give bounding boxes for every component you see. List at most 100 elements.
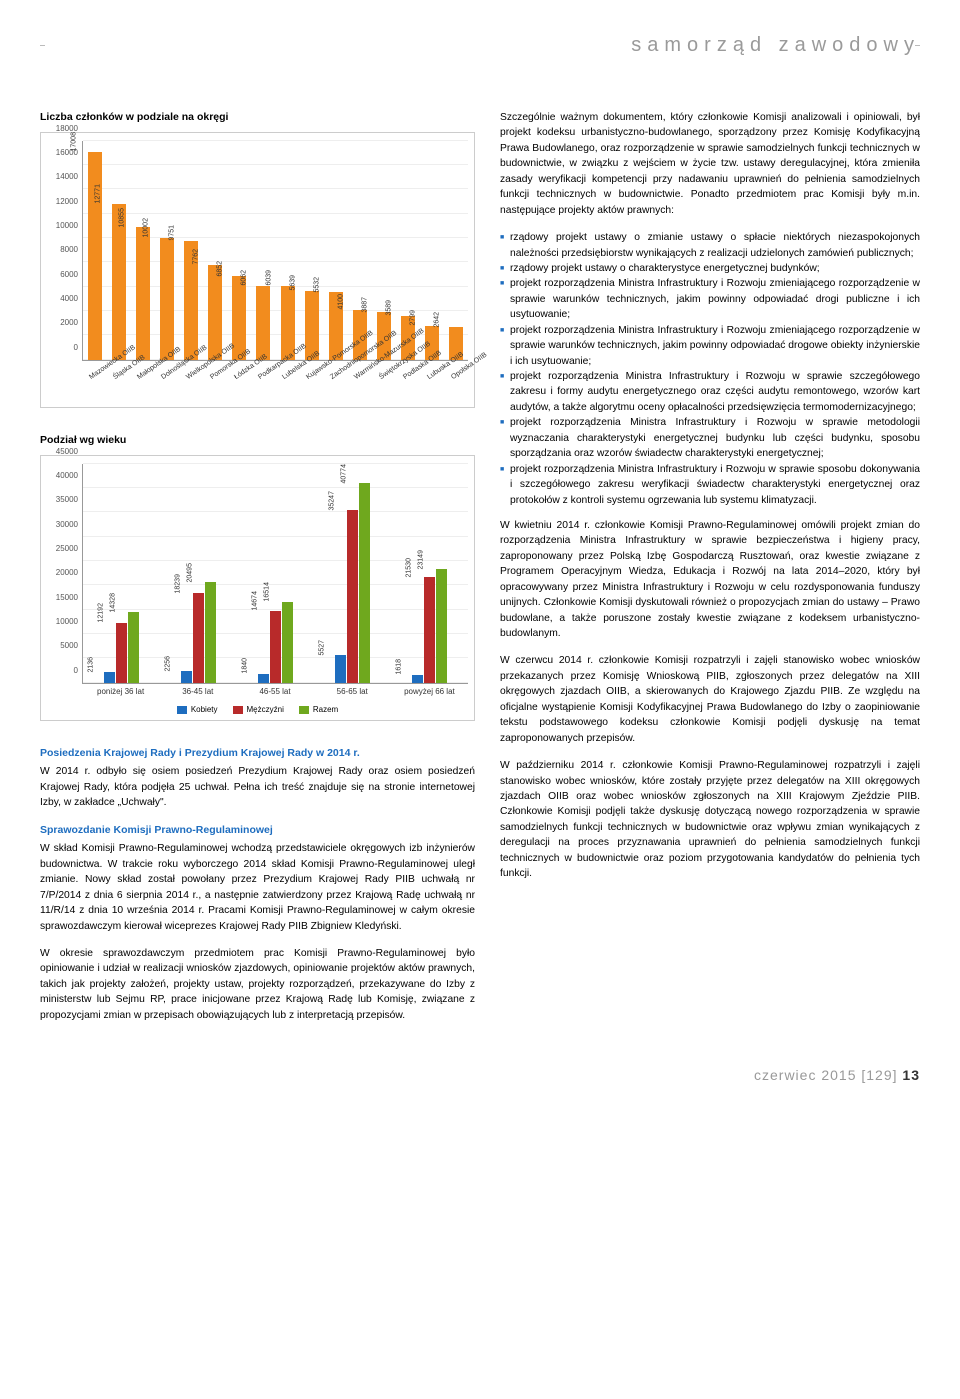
y-tick-label: 40000 — [43, 470, 78, 482]
bullet-item: projekt rozporządzenia Ministra Infrastr… — [500, 276, 920, 322]
bar-value-label: 40774 — [339, 464, 350, 483]
right-p1: Szczególnie ważnym dokumentem, który czł… — [500, 110, 920, 218]
bar-value-label: 3589 — [384, 300, 395, 316]
bar-value-label: 5527 — [317, 640, 328, 656]
left-p1: W 2014 r. odbyło się osiem posiedzeń Pre… — [40, 764, 475, 810]
legend-swatch — [177, 706, 187, 714]
bar-value-label: 12771 — [94, 184, 105, 203]
bar-value-label: 2136 — [86, 656, 97, 672]
bar-value-label: 18239 — [173, 574, 184, 593]
right-p3: W czerwcu 2014 r. członkowie Komisji roz… — [500, 653, 920, 746]
chart2-bar: 14674 — [270, 611, 281, 683]
bullet-item: rządowy projekt ustawy o zmianie ustawy … — [500, 230, 920, 261]
legend-swatch — [299, 706, 309, 714]
bar-value-label: 14674 — [250, 591, 261, 610]
bar-value-label: 6852 — [216, 260, 227, 276]
y-tick-label: 8000 — [43, 244, 78, 256]
legend-swatch — [233, 706, 243, 714]
right-p2: W kwietniu 2014 r. członkowie Komisji Pr… — [500, 518, 920, 642]
bar-value-label: 35247 — [327, 491, 338, 510]
y-tick-label: 12000 — [43, 196, 78, 208]
bar-value-label: 1840 — [240, 658, 251, 674]
bar-value-label: 17008 — [70, 132, 81, 151]
legend-label: Kobiety — [191, 704, 218, 716]
chart2-bar: 18239 — [193, 593, 204, 682]
page-number: 13 — [902, 1067, 920, 1083]
bar-value-label: 5639 — [288, 275, 299, 291]
bar-value-label: 10855 — [118, 208, 129, 227]
page-footer: czerwiec 2015 [129] 13 — [40, 1065, 920, 1086]
chart2-bar: 5527 — [335, 655, 346, 682]
y-tick-label: 10000 — [43, 616, 78, 628]
y-tick-label: 20000 — [43, 567, 78, 579]
chart2-bar: 1618 — [412, 675, 423, 683]
chart1-bar: 10002 — [160, 238, 174, 360]
y-tick-label: 0 — [43, 665, 78, 677]
chart2-bar: 21530 — [424, 577, 435, 682]
bar-value-label: 3887 — [360, 297, 371, 313]
chart1: 0200040006000800010000120001400016000180… — [40, 132, 475, 408]
chart1-bar: 6062 — [256, 286, 270, 360]
bullet-item: projekt rozporządzenia Ministra Infrastr… — [500, 415, 920, 461]
chart2-bar: 20495 — [205, 582, 216, 682]
bar-value-label: 4100 — [336, 294, 347, 310]
y-tick-label: 30000 — [43, 519, 78, 531]
bar-value-label: 23149 — [416, 550, 427, 569]
right-column: Szczególnie ważnym dokumentem, który czł… — [500, 110, 920, 1035]
chart2-bar: 2136 — [104, 672, 115, 682]
chart2-bar: 40774 — [359, 483, 370, 682]
bar-value-label: 2799 — [408, 310, 419, 326]
y-tick-label: 4000 — [43, 293, 78, 305]
chart2-bar: 23149 — [436, 569, 447, 682]
y-tick-label: 35000 — [43, 494, 78, 506]
bar-value-label: 16514 — [262, 582, 273, 601]
bar-value-label: 12192 — [96, 603, 107, 622]
section-header: samorząd zawodowy — [40, 30, 920, 60]
bar-value-label: 14328 — [108, 593, 119, 612]
bar-value-label: 10002 — [142, 218, 153, 237]
x-category-label: powyżej 66 lat — [391, 686, 468, 698]
left-column: Liczba członków w podziale na okręgi 0 20… — [40, 110, 475, 1035]
x-category-label: 36-45 lat — [159, 686, 236, 698]
left-p2: W skład Komisji Prawno-Regulaminowej wch… — [40, 841, 475, 934]
chart1-bar: 7762 — [208, 265, 222, 360]
bullet-item: rządowy projekt ustawy o charakterystyce… — [500, 261, 920, 276]
left-p3: W okresie sprawozdawczym przedmiotem pra… — [40, 946, 475, 1023]
chart2-bar: 14328 — [128, 612, 139, 682]
chart2: 0 5000 10000 15000 20000 25000 30000 35000 40000… — [40, 455, 475, 721]
legend-item: Kobiety — [177, 704, 218, 716]
bar-value-label: 2256 — [163, 656, 174, 672]
chart1-title: Liczba członków w podziale na okręgi — [40, 110, 475, 126]
bar-value-label: 2642 — [432, 312, 443, 328]
y-tick-label: 10000 — [43, 220, 78, 232]
footer-text: czerwiec 2015 [129] — [754, 1067, 898, 1083]
chart2-bar: 35247 — [347, 510, 358, 682]
y-tick-label: 5000 — [43, 640, 78, 652]
bar-value-label: 7762 — [192, 249, 203, 265]
legend-item: Razem — [299, 704, 338, 716]
y-tick-label: 2000 — [43, 317, 78, 329]
bullet-item: projekt rozporządzenia Ministra Infrastr… — [500, 323, 920, 369]
left-h1: Posiedzenia Krajowej Rady i Prezydium Kr… — [40, 746, 475, 762]
legend-item: Mężczyźni — [233, 704, 284, 716]
bar-value-label: 6062 — [240, 270, 251, 286]
chart1-bar: 10855 — [136, 227, 150, 360]
bar-value-label: 5532 — [312, 277, 323, 293]
bar-value-label: 1618 — [394, 659, 405, 675]
x-category-label: 56-65 lat — [314, 686, 391, 698]
y-tick-label: 25000 — [43, 543, 78, 555]
x-category-label: 46-55 lat — [236, 686, 313, 698]
bar-value-label: 20495 — [185, 563, 196, 582]
legend-label: Razem — [313, 704, 338, 716]
x-category-label: poniżej 36 lat — [82, 686, 159, 698]
bullet-item: projekt rozporządzenia Ministra Infrastr… — [500, 462, 920, 508]
y-tick-label: 15000 — [43, 592, 78, 604]
y-tick-label: 6000 — [43, 269, 78, 281]
y-tick-label: 0 — [43, 342, 78, 354]
right-p4: W październiku 2014 r. członkowie Komisj… — [500, 758, 920, 882]
y-tick-label: 14000 — [43, 171, 78, 183]
chart2-title: Podział wg wieku — [40, 433, 475, 449]
chart1-bar: 6039 — [281, 286, 295, 360]
y-tick-label: 45000 — [43, 446, 78, 458]
bar-value-label: 21530 — [404, 558, 415, 577]
